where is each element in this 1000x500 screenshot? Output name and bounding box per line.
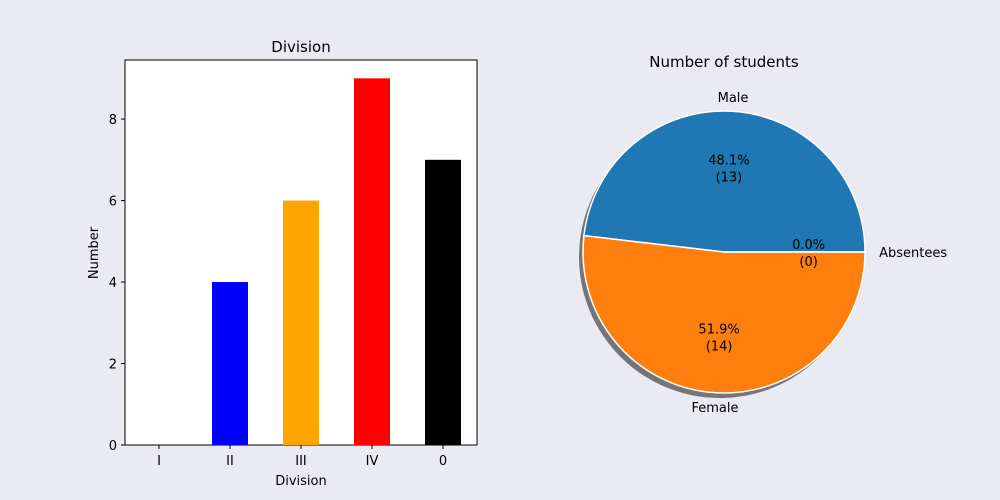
pie-percent-male: 48.1% <box>708 154 749 169</box>
bar-chart-title: Division <box>271 38 330 56</box>
pie-slice-female <box>582 234 866 394</box>
x-tick-label: 0 <box>439 454 447 469</box>
x-tick-label: III <box>295 454 307 469</box>
bar-y-axis-label: Number <box>87 226 102 279</box>
x-tick-label: IV <box>366 454 379 469</box>
bar-0 <box>425 159 461 445</box>
pie-labels: Male 48.1% (13) Female 51.9% (14) Absentees 0.0… <box>691 91 947 416</box>
pie-count-female: (14) <box>706 339 733 354</box>
pie-slice-male <box>583 110 866 253</box>
pie-percent-female: 51.9% <box>698 322 739 337</box>
y-tick-label: 8 <box>109 113 117 128</box>
y-tick-label: 4 <box>109 276 117 291</box>
bar-y-axis-ticks: 0 2 4 6 8 <box>109 113 125 454</box>
y-tick-label: 0 <box>109 439 117 454</box>
x-tick-label: I <box>157 454 161 469</box>
pie-chart-title: Number of students <box>649 53 799 71</box>
bar-x-axis-label: Division <box>275 474 327 489</box>
x-tick-label: II <box>226 454 234 469</box>
bar-iv <box>354 78 390 445</box>
bar-iii <box>283 200 319 445</box>
bar-x-axis-ticks: I II III IV 0 <box>157 445 447 469</box>
pie-label-female: Female <box>691 401 738 416</box>
bar-marks <box>212 78 461 445</box>
pie-count-male: (13) <box>716 171 743 186</box>
y-tick-label: 2 <box>109 358 117 373</box>
pie-percent-absentees: 0.0% <box>792 238 825 253</box>
pie-label-male: Male <box>718 91 749 106</box>
pie-chart: Number of students Male 48.1% (13) Female 51… <box>579 53 947 416</box>
pie-slices <box>582 110 866 394</box>
pie-count-absentees: (0) <box>799 255 817 270</box>
bar-ii <box>212 282 248 445</box>
y-tick-label: 6 <box>109 195 117 210</box>
pie-label-absentees: Absentees <box>879 246 947 261</box>
